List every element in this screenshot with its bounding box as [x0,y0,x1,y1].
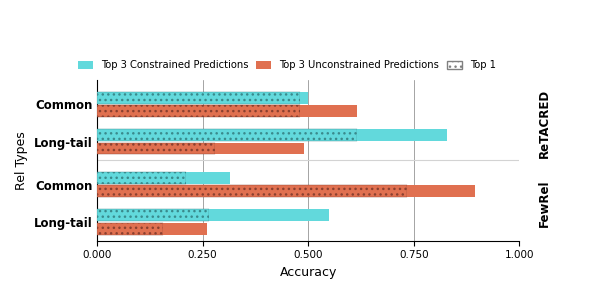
Bar [97,209,209,221]
Bar [163,223,207,235]
Bar [97,172,186,184]
Bar [300,105,357,117]
Bar [97,105,300,117]
Text: ReTACRED: ReTACRED [538,88,551,158]
Bar [97,186,407,197]
Y-axis label: Rel Types: Rel Types [15,131,28,190]
Bar [357,129,447,141]
Bar [209,209,329,221]
X-axis label: Accuracy: Accuracy [279,266,337,279]
Bar [186,172,230,184]
Bar [97,129,357,141]
Bar [300,92,308,104]
Bar [97,92,300,104]
Text: FewRel: FewRel [538,180,551,227]
Bar [97,223,163,235]
Legend: Top 3 Constrained Predictions, Top 3 Unconstrained Predictions, Top 1: Top 3 Constrained Predictions, Top 3 Unc… [74,56,501,74]
Bar [215,143,304,154]
Bar [407,186,475,197]
Bar [97,143,215,154]
